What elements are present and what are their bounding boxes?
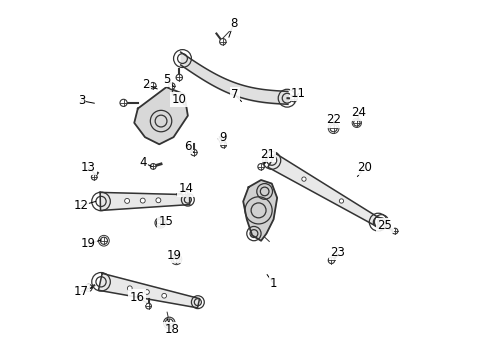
- Text: 14: 14: [178, 183, 194, 195]
- Circle shape: [165, 319, 173, 327]
- Circle shape: [156, 219, 164, 227]
- Text: 15: 15: [158, 215, 173, 228]
- Text: 12: 12: [73, 199, 88, 212]
- Circle shape: [339, 199, 343, 203]
- Polygon shape: [98, 273, 199, 308]
- Text: 1: 1: [270, 277, 277, 290]
- Polygon shape: [243, 180, 277, 241]
- Text: 19: 19: [167, 248, 182, 261]
- Text: 21: 21: [260, 148, 275, 161]
- Text: 16: 16: [130, 291, 145, 304]
- Polygon shape: [268, 154, 381, 226]
- Text: 20: 20: [357, 161, 372, 174]
- Circle shape: [162, 293, 167, 298]
- Circle shape: [392, 228, 398, 234]
- Text: 23: 23: [330, 246, 344, 258]
- Circle shape: [176, 74, 182, 81]
- Circle shape: [127, 286, 132, 291]
- Text: 4: 4: [140, 156, 147, 169]
- Text: 6: 6: [184, 140, 192, 153]
- Text: 13: 13: [81, 161, 96, 174]
- Text: 7: 7: [231, 89, 239, 102]
- Text: 17: 17: [74, 285, 89, 298]
- Circle shape: [120, 99, 127, 107]
- Text: 8: 8: [230, 17, 237, 30]
- Circle shape: [220, 39, 226, 45]
- Polygon shape: [100, 192, 190, 211]
- Circle shape: [140, 198, 145, 203]
- Text: 2: 2: [142, 78, 149, 91]
- Circle shape: [145, 290, 149, 294]
- Circle shape: [100, 237, 107, 244]
- Circle shape: [258, 163, 264, 170]
- Circle shape: [169, 83, 175, 89]
- Circle shape: [328, 257, 335, 264]
- Text: 5: 5: [164, 73, 171, 86]
- Circle shape: [220, 142, 226, 148]
- Text: 22: 22: [326, 113, 341, 126]
- Text: 3: 3: [78, 94, 85, 107]
- Circle shape: [92, 174, 97, 180]
- Text: 10: 10: [172, 93, 186, 106]
- Text: 19: 19: [81, 237, 96, 250]
- Text: 25: 25: [378, 219, 392, 232]
- Text: 9: 9: [219, 131, 226, 144]
- Circle shape: [330, 125, 337, 132]
- Circle shape: [182, 191, 188, 197]
- Circle shape: [85, 284, 92, 292]
- Text: 24: 24: [351, 106, 366, 120]
- Circle shape: [150, 163, 156, 169]
- Circle shape: [302, 177, 306, 181]
- Circle shape: [191, 149, 197, 156]
- Circle shape: [354, 120, 360, 126]
- Circle shape: [149, 82, 156, 89]
- Circle shape: [173, 256, 180, 263]
- Text: 18: 18: [164, 323, 179, 336]
- Circle shape: [124, 198, 129, 203]
- Circle shape: [146, 303, 151, 309]
- Text: 11: 11: [291, 87, 306, 100]
- Polygon shape: [134, 87, 188, 144]
- Circle shape: [156, 198, 161, 203]
- Circle shape: [291, 95, 297, 102]
